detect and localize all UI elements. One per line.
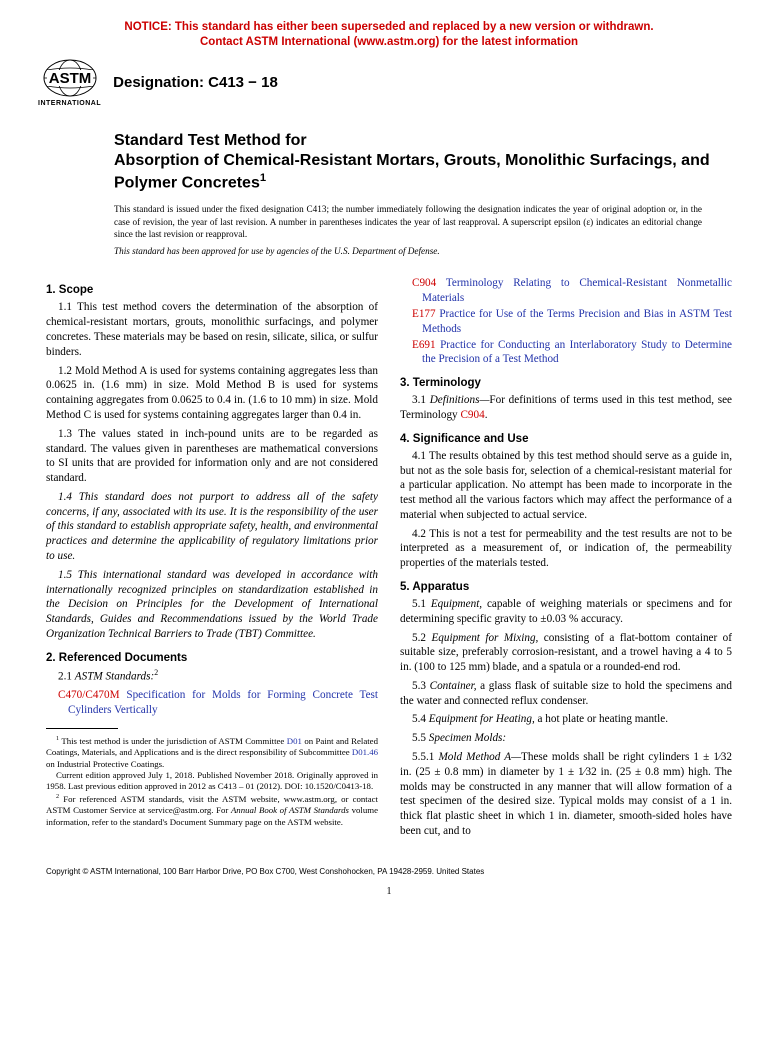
term-ref[interactable]: C904 — [460, 409, 484, 421]
footnote-1: 1 This test method is under the jurisdic… — [46, 735, 378, 770]
footnote-rule — [46, 728, 118, 729]
term-end: . — [485, 409, 488, 421]
issuance-note: This standard is issued under the fixed … — [114, 203, 702, 240]
scope-p4: 1.4 This standard does not purport to ad… — [46, 490, 378, 564]
ref-code[interactable]: C904 — [412, 277, 436, 289]
fn1-a: This test method is under the jurisdicti… — [59, 736, 287, 746]
fn1-c: on Industrial Protective Coatings. — [46, 759, 164, 769]
app-p551-label: Mold Method A— — [438, 751, 521, 763]
scope-p3: 1.3 The values stated in inch-pound unit… — [46, 427, 378, 486]
apparatus-head: 5. Apparatus — [400, 581, 732, 593]
significance-p2: 4.2 This is not a test for permeability … — [400, 527, 732, 571]
app-p3-label: Container, — [430, 680, 477, 692]
title-super: 1 — [260, 172, 266, 184]
term-label: Definitions— — [430, 394, 490, 406]
app-p4-label: Equipment for Heating, — [429, 713, 535, 725]
ref-item-0: C470/C470M Specification for Molds for F… — [46, 688, 378, 718]
svg-text:ASTM: ASTM — [48, 70, 91, 87]
scope-head: 1. Scope — [46, 284, 378, 296]
app-p1-num: 5.1 — [412, 598, 431, 610]
app-p3-num: 5.3 — [412, 680, 430, 692]
apparatus-p2: 5.2 Equipment for Mixing, consisting of … — [400, 631, 732, 675]
left-column: 1. Scope 1.1 This test method covers the… — [46, 274, 378, 842]
ref-code[interactable]: E177 — [412, 308, 436, 320]
notice-line2: Contact ASTM International (www.astm.org… — [200, 36, 578, 48]
ref-title[interactable]: Terminology Relating to Chemical-Resista… — [422, 277, 732, 304]
terminology-head: 3. Terminology — [400, 377, 732, 389]
apparatus-p1: 5.1 Equipment, capable of weighing mater… — [400, 597, 732, 627]
footnote-1b: Current edition approved July 1, 2018. P… — [46, 770, 378, 793]
refdocs-sub: 2.1 ASTM Standards:2 — [46, 668, 378, 685]
right-column: C904 Terminology Relating to Chemical-Re… — [400, 274, 732, 842]
notice-line1: NOTICE: This standard has either been su… — [124, 21, 653, 33]
refdocs-head: 2. Referenced Documents — [46, 652, 378, 664]
notice-banner: NOTICE: This standard has either been su… — [46, 20, 732, 50]
apparatus-p3: 5.3 Container, a glass flask of suitable… — [400, 679, 732, 709]
page-number: 1 — [46, 886, 732, 897]
term-num: 3.1 — [412, 394, 430, 406]
terminology-p1: 3.1 Definitions—For definitions of terms… — [400, 393, 732, 423]
astm-logo: ASTM INTERNATIONAL — [38, 58, 101, 107]
app-p5-label: Specimen Molds: — [429, 732, 506, 744]
significance-p1: 4.1 The results obtained by this test me… — [400, 449, 732, 523]
scope-p5: 1.5 This international standard was deve… — [46, 568, 378, 642]
title-line2: Absorption of Chemical-Resistant Mortars… — [114, 151, 732, 193]
app-p551-text: These molds shall be right cylinders 1 ±… — [400, 751, 732, 837]
ref-code[interactable]: E691 — [412, 339, 436, 351]
ref-title[interactable]: Practice for Conducting an Interlaborato… — [422, 339, 732, 366]
ref-title[interactable]: Practice for Use of the Terms Precision … — [422, 308, 732, 335]
refdocs-super: 2 — [154, 668, 158, 677]
fn2-b: Annual Book of ASTM Standards — [231, 805, 349, 815]
app-p2-label: Equipment for Mixing, — [431, 632, 538, 644]
title-block: Standard Test Method for Absorption of C… — [114, 131, 732, 193]
copyright: Copyright © ASTM International, 100 Barr… — [46, 867, 732, 876]
header: ASTM INTERNATIONAL Designation: C413 − 1… — [38, 58, 732, 107]
scope-p2: 1.2 Mold Method A is used for systems co… — [46, 364, 378, 423]
refdocs-subnum: 2.1 — [58, 670, 75, 682]
title-text: Absorption of Chemical-Resistant Mortars… — [114, 152, 710, 191]
app-p4-num: 5.4 — [412, 713, 429, 725]
apparatus-p551: 5.5.1 Mold Method A—These molds shall be… — [400, 750, 732, 839]
logo-subtext: INTERNATIONAL — [38, 100, 101, 107]
app-p5-num: 5.5 — [412, 732, 429, 744]
app-p2-num: 5.2 — [412, 632, 431, 644]
ref-item-1: C904 Terminology Relating to Chemical-Re… — [400, 276, 732, 306]
body-columns: 1. Scope 1.1 This test method covers the… — [46, 274, 732, 842]
fn1-link2[interactable]: D01.46 — [352, 747, 378, 757]
refdocs-subtext: ASTM Standards: — [75, 670, 154, 682]
apparatus-p5: 5.5 Specimen Molds: — [400, 731, 732, 746]
app-p551-num: 5.5.1 — [412, 751, 438, 763]
ref-item-3: E691 Practice for Conducting an Interlab… — [400, 338, 732, 368]
ref-item-2: E177 Practice for Use of the Terms Preci… — [400, 307, 732, 337]
page: NOTICE: This standard has either been su… — [0, 0, 778, 917]
title-line1: Standard Test Method for — [114, 131, 732, 151]
ref-code[interactable]: C470/C470M — [58, 689, 120, 701]
dod-note: This standard has been approved for use … — [114, 246, 732, 256]
app-p1-label: Equipment, — [431, 598, 482, 610]
designation: Designation: C413 − 18 — [113, 74, 278, 91]
scope-p1: 1.1 This test method covers the determin… — [46, 300, 378, 359]
footnote-2: 2 For referenced ASTM standards, visit t… — [46, 793, 378, 828]
significance-head: 4. Significance and Use — [400, 433, 732, 445]
apparatus-p4: 5.4 Equipment for Heating, a hot plate o… — [400, 712, 732, 727]
app-p4-text: a hot plate or heating mantle. — [535, 713, 668, 725]
fn1-link1[interactable]: D01 — [287, 736, 302, 746]
astm-globe-icon: ASTM — [39, 58, 101, 102]
